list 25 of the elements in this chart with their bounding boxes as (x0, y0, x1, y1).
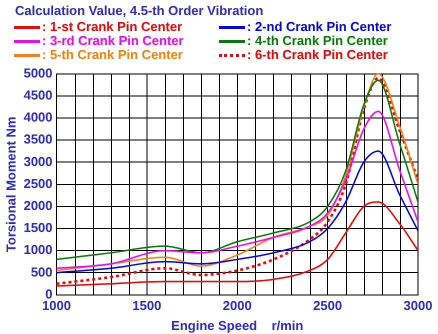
legend-label: : 2-nd Crank Pin Center (247, 19, 392, 34)
x-tick-label: 1500 (132, 298, 162, 314)
x-tick-label: 2000 (222, 298, 252, 314)
legend-label: : 3-rd Crank Pin Center (42, 33, 184, 48)
line-series (56, 110, 418, 270)
x-tick-label: 3000 (404, 298, 432, 314)
y-tick-label: 3500 (24, 132, 53, 147)
y-tick-label: 5000 (24, 65, 53, 80)
legend-label: : 5-th Crank Pin Center (42, 47, 183, 62)
y-tick-label: 2500 (24, 176, 53, 191)
y-tick-label: 4500 (24, 87, 53, 102)
y-tick-label: 3000 (24, 154, 53, 169)
x-axis-title: Engine Speed r/min (171, 318, 304, 333)
line-series (56, 150, 418, 274)
legend-label: : 6-th Crank Pin Center (247, 47, 388, 62)
y-tick-label: 2000 (24, 198, 53, 213)
y-tick-label: 500 (30, 264, 53, 280)
legend-label: : 1-st Crank Pin Center (42, 19, 182, 34)
y-tick-label: 4000 (24, 110, 53, 125)
legend-label: : 4-th Crank Pin Center (247, 33, 388, 48)
y-axis-title: Torsional Moment Nm (3, 116, 18, 252)
y-tick-label: 1500 (24, 220, 53, 236)
chart-title: Calculation Value, 4.5-th Order Vibration (15, 3, 264, 18)
x-tick-label: 2500 (313, 298, 342, 314)
y-tick-label: 1000 (24, 242, 53, 258)
